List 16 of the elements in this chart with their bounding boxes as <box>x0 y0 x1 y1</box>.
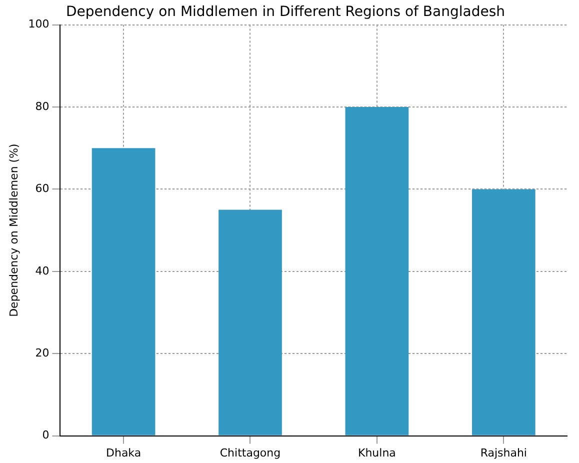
x-tick-label: Dhaka <box>106 446 142 460</box>
chart-title: Dependency on Middlemen in Different Regions of Bangladesh <box>66 4 505 20</box>
y-tick-label: 60 <box>35 182 50 196</box>
x-tick-label: Rajshahi <box>480 446 527 460</box>
y-tick-label: 20 <box>35 346 50 360</box>
y-axis-title: Dependency on Middlemen (%) <box>7 144 20 317</box>
bar <box>218 210 282 436</box>
y-tick-label: 80 <box>35 100 50 113</box>
y-tick-label: 40 <box>35 264 50 278</box>
x-tick-label: Khulna <box>358 446 396 460</box>
y-tick-label: 0 <box>42 428 50 442</box>
bar <box>345 107 409 436</box>
x-tick-label: Chittagong <box>220 446 281 460</box>
bar <box>472 189 536 436</box>
bar <box>92 148 156 436</box>
y-tick-label: 100 <box>28 18 50 31</box>
